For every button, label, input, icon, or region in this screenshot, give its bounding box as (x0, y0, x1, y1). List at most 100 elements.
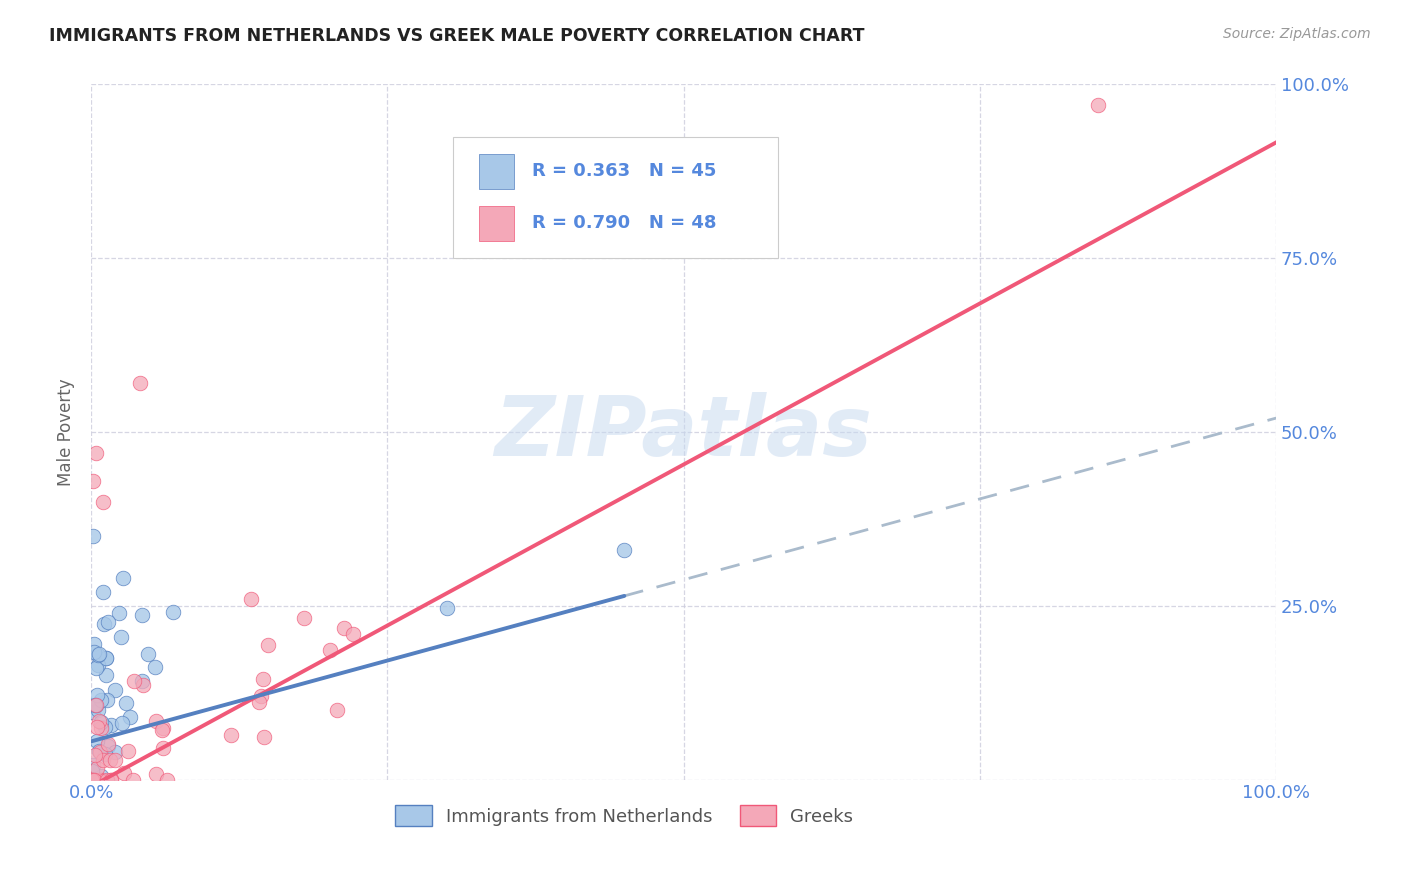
Point (129, 376, 152, 391)
Point (100, 772, 122, 787)
Point (93, 585, 115, 599)
Point (219, 728, 242, 742)
Point (122, 673, 145, 688)
Point (152, 721, 174, 735)
Point (115, 697, 138, 711)
Point (117, 744, 139, 758)
Point (112, 571, 135, 585)
Bar (478, 154, 515, 189)
Point (152, 740, 174, 755)
Point (104, 753, 127, 767)
Point (87, 714, 110, 729)
Point (86, 688, 108, 702)
Text: R = 0.363   N = 45: R = 0.363 N = 45 (531, 162, 716, 180)
Point (325, 703, 347, 717)
Point (84, 446, 107, 460)
Point (86, 720, 108, 734)
Point (104, 745, 127, 759)
Point (82, 529, 104, 543)
Point (94, 650, 117, 665)
Point (89, 744, 111, 758)
Legend: Immigrants from Netherlands, Greeks: Immigrants from Netherlands, Greeks (388, 797, 860, 833)
Point (1087, 98, 1109, 112)
Point (145, 767, 167, 781)
Point (90, 772, 112, 787)
Point (257, 638, 280, 652)
Point (97, 615, 120, 629)
Point (98, 753, 121, 767)
Point (150, 723, 173, 737)
Point (82, 772, 104, 787)
FancyBboxPatch shape (453, 136, 779, 258)
Point (253, 730, 276, 744)
Point (89, 772, 111, 787)
Point (83, 772, 105, 787)
Point (84, 747, 107, 762)
Point (162, 605, 184, 619)
Point (87, 647, 110, 661)
Point (91, 494, 114, 508)
Point (96, 693, 118, 707)
Point (342, 626, 364, 640)
Text: ZIPatlas: ZIPatlas (495, 392, 873, 473)
Point (110, 631, 132, 645)
Point (292, 611, 315, 625)
Point (89, 745, 111, 759)
Point (332, 621, 354, 635)
Bar (478, 206, 515, 241)
Point (90, 769, 112, 783)
Point (100, 772, 122, 787)
Point (82, 705, 104, 719)
Point (97, 738, 120, 752)
Point (156, 772, 179, 787)
Point (93, 720, 115, 734)
Point (86, 733, 108, 747)
Point (82, 757, 104, 772)
Point (252, 672, 274, 686)
Point (84, 698, 107, 713)
Point (145, 714, 167, 729)
Point (118, 709, 141, 723)
Point (104, 682, 127, 697)
Point (239, 592, 262, 607)
Point (83, 637, 105, 651)
Point (87, 658, 110, 673)
Point (94, 650, 117, 665)
Point (94, 667, 117, 681)
Point (86, 761, 108, 775)
Point (87, 648, 110, 662)
Point (84, 661, 107, 675)
Point (93, 617, 115, 632)
Point (121, 772, 143, 787)
Point (136, 648, 159, 662)
Point (107, 606, 129, 620)
Point (82, 474, 104, 488)
Point (80, 764, 103, 778)
Point (83, 645, 105, 659)
Point (247, 695, 270, 709)
Point (319, 643, 342, 657)
Point (436, 600, 458, 615)
Point (90, 715, 112, 730)
Point (82, 772, 104, 787)
Point (250, 689, 273, 703)
Point (87, 703, 110, 717)
Text: R = 0.790   N = 48: R = 0.790 N = 48 (531, 214, 717, 233)
Point (84, 698, 107, 712)
Point (91, 753, 114, 767)
Point (131, 607, 153, 622)
Y-axis label: Male Poverty: Male Poverty (58, 378, 75, 486)
Point (83, 772, 105, 787)
Point (131, 674, 153, 689)
Point (96, 772, 118, 787)
Point (90, 692, 112, 706)
Point (132, 678, 155, 692)
Point (112, 766, 135, 780)
Point (94, 747, 117, 761)
Text: IMMIGRANTS FROM NETHERLANDS VS GREEK MALE POVERTY CORRELATION CHART: IMMIGRANTS FROM NETHERLANDS VS GREEK MAL… (49, 27, 865, 45)
Point (84, 698, 107, 712)
Point (97, 739, 120, 753)
Point (90, 721, 112, 735)
Point (100, 718, 122, 732)
Point (111, 715, 134, 730)
